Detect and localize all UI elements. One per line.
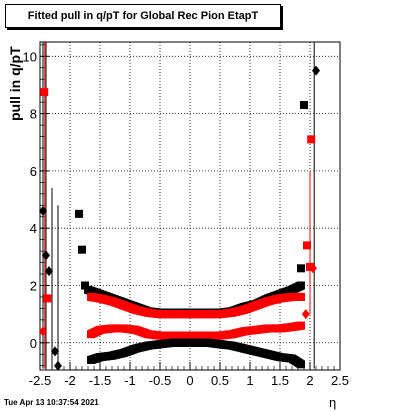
data-point xyxy=(309,263,317,274)
data-point xyxy=(300,101,308,110)
x-tick-label: -2.5 xyxy=(29,373,51,388)
data-point xyxy=(306,262,314,271)
x-tick-label: 2.5 xyxy=(331,373,349,388)
plot-frame xyxy=(39,41,341,371)
x-tick-label: 0 xyxy=(186,373,193,388)
chart-title: Fitted pull in q/pT for Global Rec Pion … xyxy=(5,4,281,28)
data-point xyxy=(42,250,50,261)
x-tick-label: 2 xyxy=(306,373,313,388)
y-tick-label: 6 xyxy=(30,164,37,179)
y-tick-label: 0 xyxy=(30,336,37,351)
x-tick-label: -1 xyxy=(124,373,136,388)
x-tick-label: -1.5 xyxy=(89,373,111,388)
y-tick-label: 8 xyxy=(30,107,37,122)
x-axis-label: η xyxy=(329,395,337,410)
band-point xyxy=(297,292,305,301)
band-point xyxy=(297,360,305,369)
data-point xyxy=(297,264,305,273)
data-point xyxy=(81,281,89,290)
data-point xyxy=(39,326,47,337)
data-point xyxy=(301,309,310,320)
data-point xyxy=(40,88,49,97)
x-tick-label: 1 xyxy=(246,373,253,388)
band-point xyxy=(297,281,305,290)
x-tick-label: 1.5 xyxy=(271,373,289,388)
timestamp: Tue Apr 13 10:37:54 2021 xyxy=(4,398,99,407)
data-point xyxy=(312,65,320,76)
data-point xyxy=(45,266,53,277)
x-tick-label: -2 xyxy=(64,373,76,388)
band-point xyxy=(297,321,305,330)
x-tick-label: 0.5 xyxy=(211,373,229,388)
data-point xyxy=(307,135,316,144)
y-tick-label: 4 xyxy=(30,221,37,236)
data-point xyxy=(303,241,311,250)
data-point xyxy=(39,206,47,217)
data-point xyxy=(78,245,86,254)
data-point xyxy=(54,360,62,371)
y-tick-label: 2 xyxy=(30,278,37,293)
data-point xyxy=(51,346,59,357)
data-point xyxy=(43,294,52,303)
y-tick-label: 10 xyxy=(23,49,37,64)
x-tick-label: -0.5 xyxy=(149,373,171,388)
data-point xyxy=(75,209,83,218)
